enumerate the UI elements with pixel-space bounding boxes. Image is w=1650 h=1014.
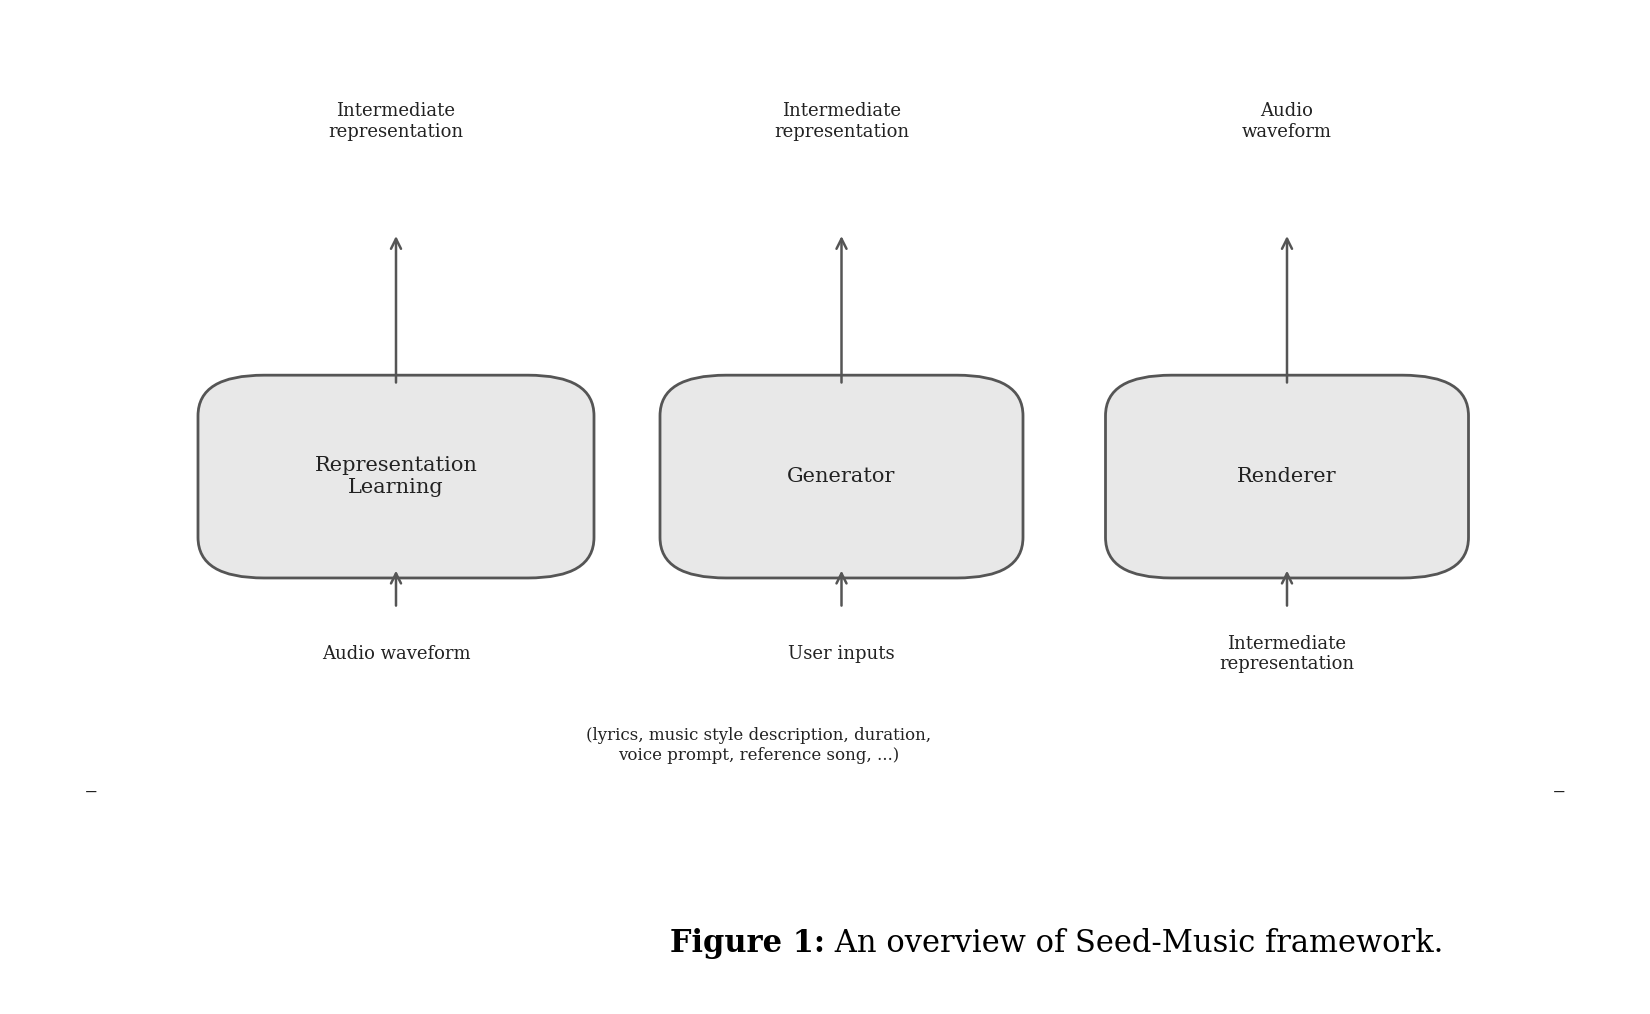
Text: Audio waveform: Audio waveform (322, 645, 470, 663)
Text: Intermediate
representation: Intermediate representation (774, 102, 909, 141)
Text: Renderer: Renderer (1238, 467, 1336, 486)
Text: Representation
Learning: Representation Learning (315, 456, 477, 497)
Text: User inputs: User inputs (789, 645, 894, 663)
Text: Intermediate
representation: Intermediate representation (328, 102, 464, 141)
Text: An overview of Seed-Music framework.: An overview of Seed-Music framework. (825, 928, 1444, 958)
FancyBboxPatch shape (198, 375, 594, 578)
Text: Figure 1:: Figure 1: (670, 928, 825, 958)
Text: (lyrics, music style description, duration,
voice prompt, reference song, ...): (lyrics, music style description, durati… (586, 727, 932, 764)
Text: Generator: Generator (787, 467, 896, 486)
Text: Audio
waveform: Audio waveform (1242, 102, 1332, 141)
FancyBboxPatch shape (660, 375, 1023, 578)
Text: Intermediate
representation: Intermediate representation (1219, 635, 1355, 673)
Text: –: – (84, 780, 97, 802)
FancyBboxPatch shape (1106, 375, 1468, 578)
Text: –: – (1553, 780, 1566, 802)
